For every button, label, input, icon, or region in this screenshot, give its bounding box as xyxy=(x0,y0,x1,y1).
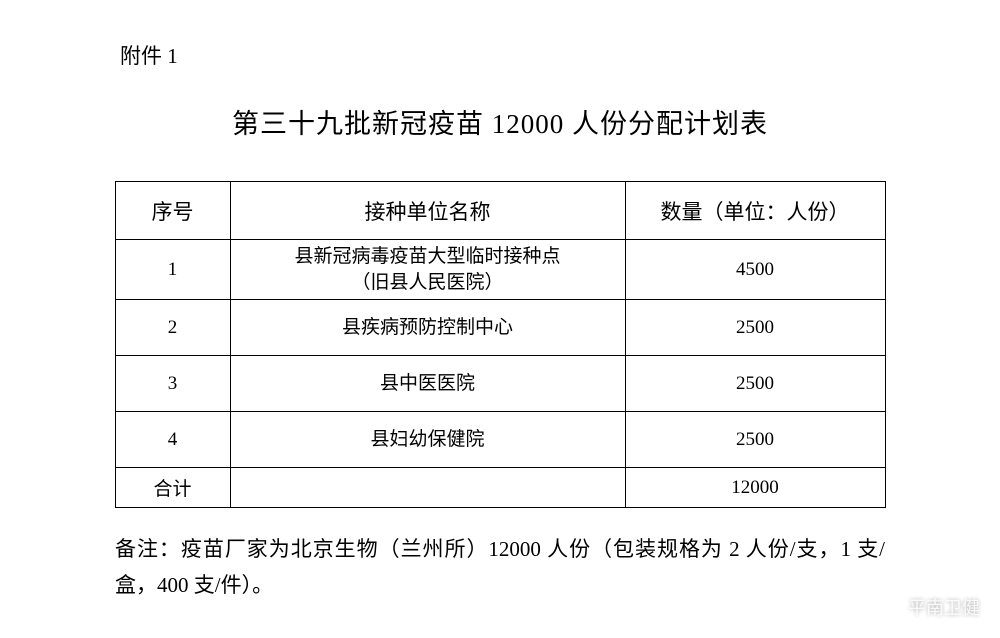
cell-index: 1 xyxy=(115,240,230,300)
col-header-index: 序号 xyxy=(115,182,230,240)
table-row: 1 县新冠病毒疫苗大型临时接种点（旧县人民医院） 4500 xyxy=(115,240,885,300)
wechat-watermark: 平南卫健 xyxy=(880,594,980,620)
cell-unit: 县中医医院 xyxy=(230,356,625,412)
col-header-unit: 接种单位名称 xyxy=(230,182,625,240)
cell-index: 4 xyxy=(115,412,230,468)
allocation-table: 序号 接种单位名称 数量（单位：人份） 1 县新冠病毒疫苗大型临时接种点（旧县人… xyxy=(115,181,886,508)
cell-qty: 2500 xyxy=(625,356,885,412)
col-header-qty: 数量（单位：人份） xyxy=(625,182,885,240)
cell-unit: 县疾病预防控制中心 xyxy=(230,300,625,356)
remark-text: 备注：疫苗厂家为北京生物（兰州所）12000 人份（包装规格为 2 人份/支，1… xyxy=(115,532,885,603)
cell-total-unit xyxy=(230,468,625,508)
table-header-row: 序号 接种单位名称 数量（单位：人份） xyxy=(115,182,885,240)
cell-unit: 县新冠病毒疫苗大型临时接种点（旧县人民医院） xyxy=(230,240,625,300)
cell-total-label: 合计 xyxy=(115,468,230,508)
table-row: 2 县疾病预防控制中心 2500 xyxy=(115,300,885,356)
cell-total-qty: 12000 xyxy=(625,468,885,508)
page-title: 第三十九批新冠疫苗 12000 人份分配计划表 xyxy=(110,102,890,141)
watermark-text: 平南卫健 xyxy=(908,594,980,620)
wechat-icon xyxy=(880,596,902,618)
table-row: 4 县妇幼保健院 2500 xyxy=(115,412,885,468)
table-total-row: 合计 12000 xyxy=(115,468,885,508)
table-row: 3 县中医医院 2500 xyxy=(115,356,885,412)
cell-qty: 4500 xyxy=(625,240,885,300)
cell-qty: 2500 xyxy=(625,412,885,468)
cell-index: 2 xyxy=(115,300,230,356)
cell-qty: 2500 xyxy=(625,300,885,356)
attachment-label: 附件 1 xyxy=(120,40,890,70)
cell-index: 3 xyxy=(115,356,230,412)
cell-unit: 县妇幼保健院 xyxy=(230,412,625,468)
